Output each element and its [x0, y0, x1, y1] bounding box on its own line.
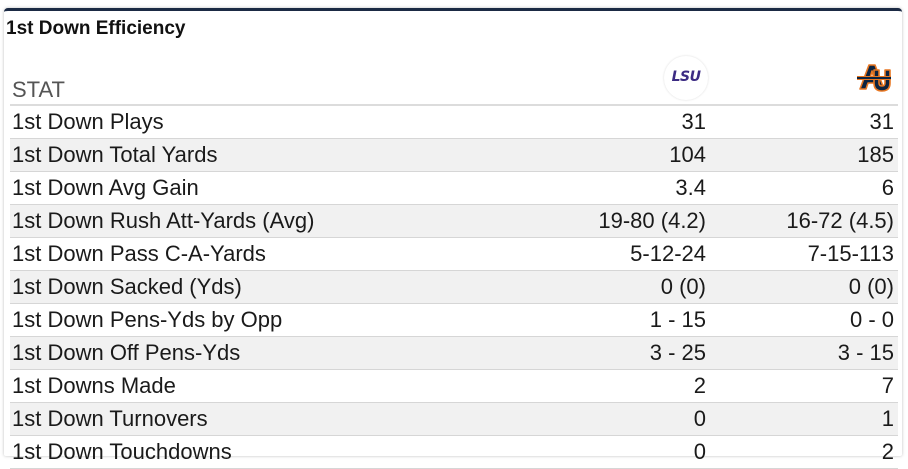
stat-label: 1st Down Total Yards — [10, 138, 534, 172]
auburn-value: 16-72 (4.5) — [710, 204, 898, 238]
table-row: 1st Down Pens-Yds by Opp 1 - 15 0 - 0 — [10, 303, 898, 337]
auburn-value: 0 - 0 — [710, 303, 898, 337]
stat-label: 1st Down Rush Att-Yards (Avg) — [10, 204, 534, 238]
lsu-column-header: LSU — [534, 51, 710, 106]
table-row: 1st Down Rush Att-Yards (Avg) 19-80 (4.2)… — [10, 204, 898, 238]
auburn-logo-icon — [852, 56, 896, 100]
auburn-value: 2 — [710, 435, 898, 469]
auburn-value: 185 — [710, 138, 898, 172]
panel-title: 1st Down Efficiency — [6, 18, 186, 39]
table-row: 1st Down Turnovers 0 1 — [10, 402, 898, 436]
stat-label: 1st Down Turnovers — [10, 402, 534, 436]
lsu-logo-text: LSU — [671, 68, 701, 85]
stats-table: STAT LSU — [10, 51, 898, 469]
lsu-logo-icon: LSU — [664, 55, 708, 100]
stat-label: 1st Down Off Pens-Yds — [10, 336, 534, 370]
auburn-value: 31 — [710, 105, 898, 139]
table-row: 1st Down Touchdowns 0 2 — [10, 435, 898, 469]
stat-column-header: STAT — [10, 51, 534, 106]
auburn-value: 3 - 15 — [710, 336, 898, 370]
stat-label: 1st Down Touchdowns — [10, 435, 534, 469]
auburn-column-header — [710, 51, 898, 106]
stat-label: 1st Downs Made — [10, 369, 534, 403]
auburn-value: 6 — [710, 171, 898, 205]
stat-label: 1st Down Avg Gain — [10, 171, 534, 205]
lsu-value: 31 — [534, 105, 710, 139]
auburn-value: 0 (0) — [710, 270, 898, 304]
lsu-value: 19-80 (4.2) — [534, 204, 710, 238]
lsu-value: 0 — [534, 435, 710, 469]
efficiency-panel: 1st Down Efficiency STAT LSU — [4, 8, 902, 469]
lsu-value: 2 — [534, 369, 710, 403]
table-row: 1st Down Off Pens-Yds 3 - 25 3 - 15 — [10, 336, 898, 370]
lsu-value: 0 (0) — [534, 270, 710, 304]
table-row: 1st Down Total Yards 104 185 — [10, 138, 898, 172]
stat-label: 1st Down Plays — [10, 105, 534, 139]
lsu-value: 3 - 25 — [534, 336, 710, 370]
table-row: 1st Down Pass C-A-Yards 5-12-24 7-15-113 — [10, 237, 898, 271]
lsu-value: 0 — [534, 402, 710, 436]
table-row: 1st Down Avg Gain 3.4 6 — [10, 171, 898, 205]
table-row: 1st Down Plays 31 31 — [10, 105, 898, 139]
lsu-value: 5-12-24 — [534, 237, 710, 271]
table-row: 1st Down Sacked (Yds) 0 (0) 0 (0) — [10, 270, 898, 304]
table-header-row: STAT LSU — [10, 51, 898, 106]
stat-label: 1st Down Pass C-A-Yards — [10, 237, 534, 271]
auburn-value: 7-15-113 — [710, 237, 898, 271]
table-row: 1st Downs Made 2 7 — [10, 369, 898, 403]
auburn-value: 7 — [710, 369, 898, 403]
stat-label: 1st Down Pens-Yds by Opp — [10, 303, 534, 337]
lsu-value: 3.4 — [534, 171, 710, 205]
lsu-value: 104 — [534, 138, 710, 172]
auburn-value: 1 — [710, 402, 898, 436]
stat-label: 1st Down Sacked (Yds) — [10, 270, 534, 304]
lsu-value: 1 - 15 — [534, 303, 710, 337]
